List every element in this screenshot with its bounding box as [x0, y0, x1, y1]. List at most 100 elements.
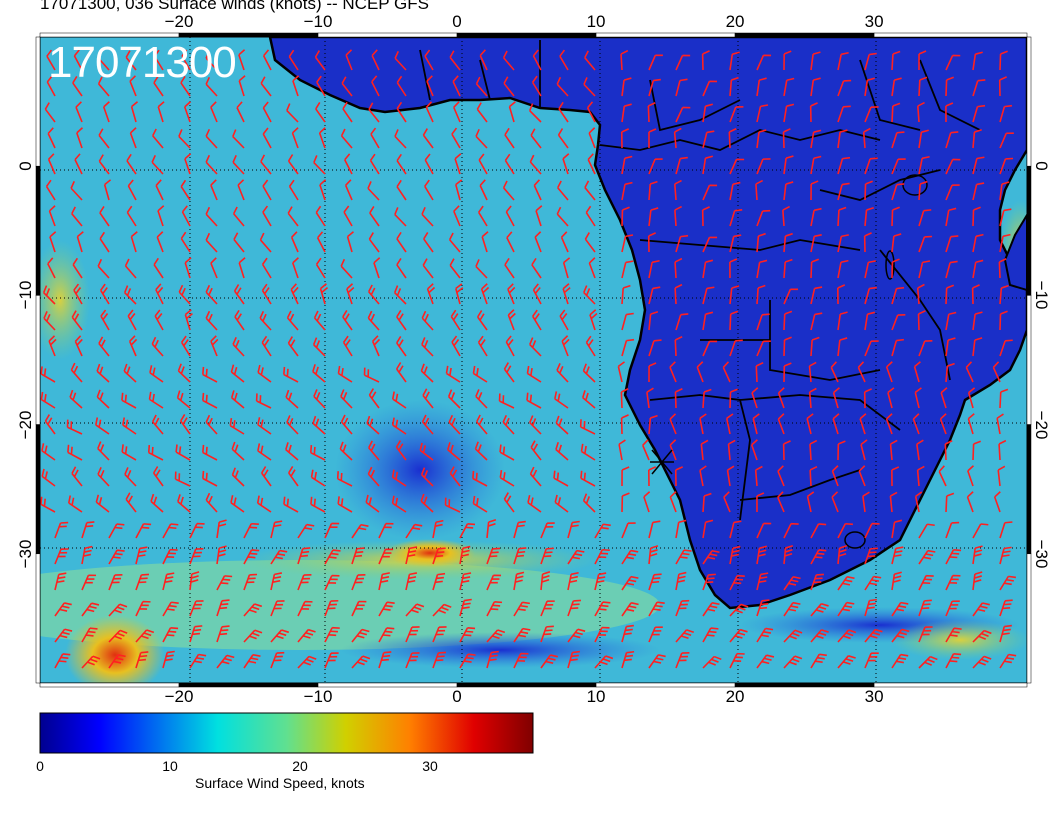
wind-barb: [157, 101, 165, 123]
wind-barb: [40, 391, 56, 409]
wind-barb: [918, 549, 936, 565]
wind-barb: [583, 77, 596, 97]
wind-barb: [95, 494, 110, 513]
wind-barb: [673, 179, 682, 201]
wind-barb: [391, 469, 407, 487]
wind-barb: [918, 129, 929, 149]
wind-barb: [702, 601, 720, 617]
wind-barb: [233, 232, 245, 253]
wind-barb: [891, 466, 900, 487]
wind-barb: [702, 184, 718, 201]
wind-barb: [999, 388, 1009, 409]
wind-barb: [729, 628, 748, 643]
lat-tick-label-right: −20: [1032, 410, 1051, 440]
wind-barb: [233, 284, 245, 305]
wind-barb: [702, 80, 718, 97]
lat-tick-label-right: −30: [1032, 539, 1051, 569]
wind-barb: [152, 128, 164, 149]
wind-barb: [972, 655, 992, 669]
wind-barb: [972, 233, 984, 253]
wind-barb: [701, 50, 710, 71]
wind-barb: [675, 519, 687, 539]
wind-barb: [567, 571, 579, 591]
wind-barb: [243, 653, 261, 669]
wind-barb: [344, 153, 353, 175]
wind-barb: [755, 179, 764, 201]
wind-barb: [669, 361, 677, 383]
wind-barb: [967, 387, 976, 409]
axis-bar-top: [178, 32, 319, 38]
wind-barb: [396, 336, 407, 357]
wind-barb: [918, 209, 932, 227]
wind-barb: [999, 624, 1012, 643]
wind-barb: [837, 440, 846, 461]
wind-barb: [584, 232, 596, 253]
wind-barb: [135, 546, 148, 565]
wind-barb: [432, 519, 444, 539]
wind-barb: [108, 603, 128, 617]
wind-barb: [621, 575, 639, 591]
wind-barb: [478, 153, 488, 175]
wind-barb: [675, 629, 694, 643]
wind-barb: [513, 652, 529, 669]
wind-barb: [324, 522, 340, 539]
wind-barb: [702, 236, 718, 253]
wind-barb: [621, 312, 634, 331]
wind-barb: [342, 335, 353, 357]
wind-barb: [459, 523, 476, 539]
wind-barb: [648, 601, 665, 617]
wind-barb: [81, 521, 95, 539]
wind-barb: [46, 49, 56, 71]
wind-barb: [810, 549, 827, 565]
wind-barb: [972, 51, 983, 71]
wind-barb: [756, 284, 766, 305]
wind-barb: [98, 128, 110, 149]
wind-barb: [559, 309, 569, 331]
wind-barb: [582, 493, 596, 513]
wind-barb: [810, 573, 824, 591]
wind-barb: [378, 572, 390, 591]
wind-barb: [621, 602, 639, 617]
wind-barb: [648, 362, 657, 383]
wind-barb: [313, 155, 326, 175]
wind-barb: [499, 444, 515, 461]
wind-barb: [342, 310, 353, 331]
wind-barb: [777, 413, 785, 435]
wind-barb: [783, 522, 799, 539]
wind-barb: [71, 206, 83, 227]
wind-barb: [891, 131, 905, 149]
wind-barb: [340, 128, 353, 149]
wind-barb: [479, 179, 488, 201]
wind-barb: [620, 388, 629, 409]
wind-barb: [864, 598, 878, 617]
wind-barb: [674, 466, 684, 487]
wind-barb: [972, 629, 992, 643]
wind-barb: [864, 522, 880, 539]
wind-barb: [205, 310, 218, 331]
wind-barb: [162, 601, 179, 617]
wind-barb: [621, 206, 630, 227]
wind-barb: [318, 127, 326, 149]
wind-barb: [864, 340, 879, 357]
wind-barb: [422, 388, 434, 409]
wind-barb: [556, 206, 569, 227]
wind-barb: [130, 231, 138, 253]
wind-barb: [426, 75, 434, 97]
wind-barb: [47, 127, 56, 149]
colorbar-tick-20: 20: [292, 758, 308, 774]
wind-barb: [864, 286, 877, 305]
wind-barb: [621, 492, 630, 513]
wind-barb: [230, 390, 245, 409]
wind-barb: [809, 439, 818, 461]
wind-barb: [310, 496, 326, 513]
wind-barb: [674, 257, 683, 279]
graticule: [40, 37, 1027, 683]
wind-barb: [216, 625, 230, 643]
wind-barb: [153, 75, 164, 97]
wind-barb: [367, 181, 380, 201]
wind-barb: [594, 655, 614, 669]
wind-barb: [108, 523, 125, 539]
wind-barb: [40, 366, 56, 383]
wind-barb: [216, 575, 233, 591]
wind-barb: [316, 75, 326, 97]
